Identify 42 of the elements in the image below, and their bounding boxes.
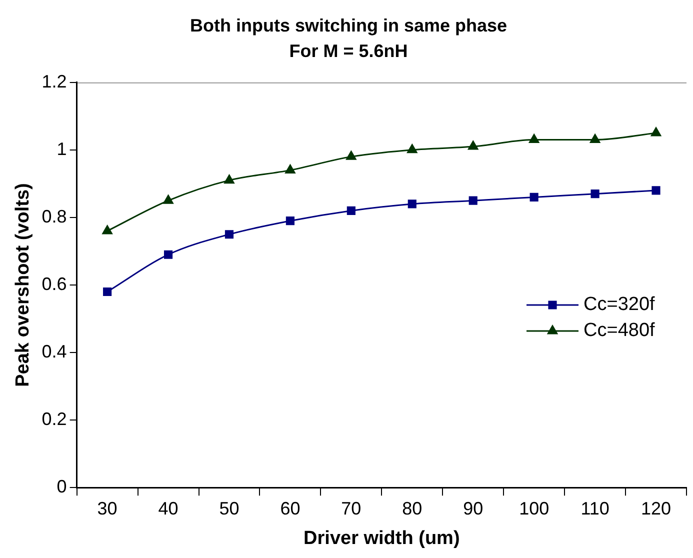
point [224, 230, 234, 239]
x-tick-label: 30 [97, 498, 118, 518]
y-axis-title: Peak overshoot (volts) [12, 183, 34, 387]
point [468, 140, 478, 150]
point [285, 164, 296, 174]
point [590, 134, 600, 144]
y-tick-label: 1.2 [42, 71, 67, 92]
x-tick-label: 110 [580, 498, 610, 518]
y-tick-label: 0.8 [42, 206, 67, 226]
y-tick-label: 0.2 [42, 409, 67, 430]
y-tick-label: 0.4 [42, 342, 67, 362]
point [468, 196, 478, 205]
y-tick-label: 1 [56, 138, 67, 159]
point [163, 194, 174, 204]
x-tick-label: 40 [158, 498, 178, 518]
point [590, 190, 600, 198]
point [346, 206, 356, 215]
point [408, 200, 416, 208]
x-axis-title: Driver width (um) [304, 528, 460, 549]
y-tick-label: 0.6 [42, 274, 67, 294]
point [346, 150, 356, 160]
x-tick-label: 60 [280, 498, 300, 518]
point [286, 216, 294, 226]
point [102, 225, 112, 234]
point [652, 186, 660, 195]
x-tick-label: 90 [463, 498, 484, 518]
chart-title: Both inputs switching in same phase For M = 5.6nH [190, 16, 508, 61]
point [530, 192, 538, 202]
point [650, 127, 662, 136]
x-tick-label: 120 [640, 498, 672, 518]
x-tick-label: 70 [341, 498, 362, 518]
point [103, 287, 112, 296]
y-tick-label: 0 [56, 476, 67, 497]
legend-label: Cc=320f [584, 294, 656, 316]
point [224, 174, 234, 184]
x-tick-label: 100 [519, 498, 550, 518]
point [407, 144, 418, 154]
x-tick-label: 50 [219, 498, 240, 518]
legend-label: Cc=480f [584, 320, 656, 342]
point [164, 250, 173, 259]
point [529, 134, 540, 144]
x-tick-label: 80 [402, 498, 422, 518]
